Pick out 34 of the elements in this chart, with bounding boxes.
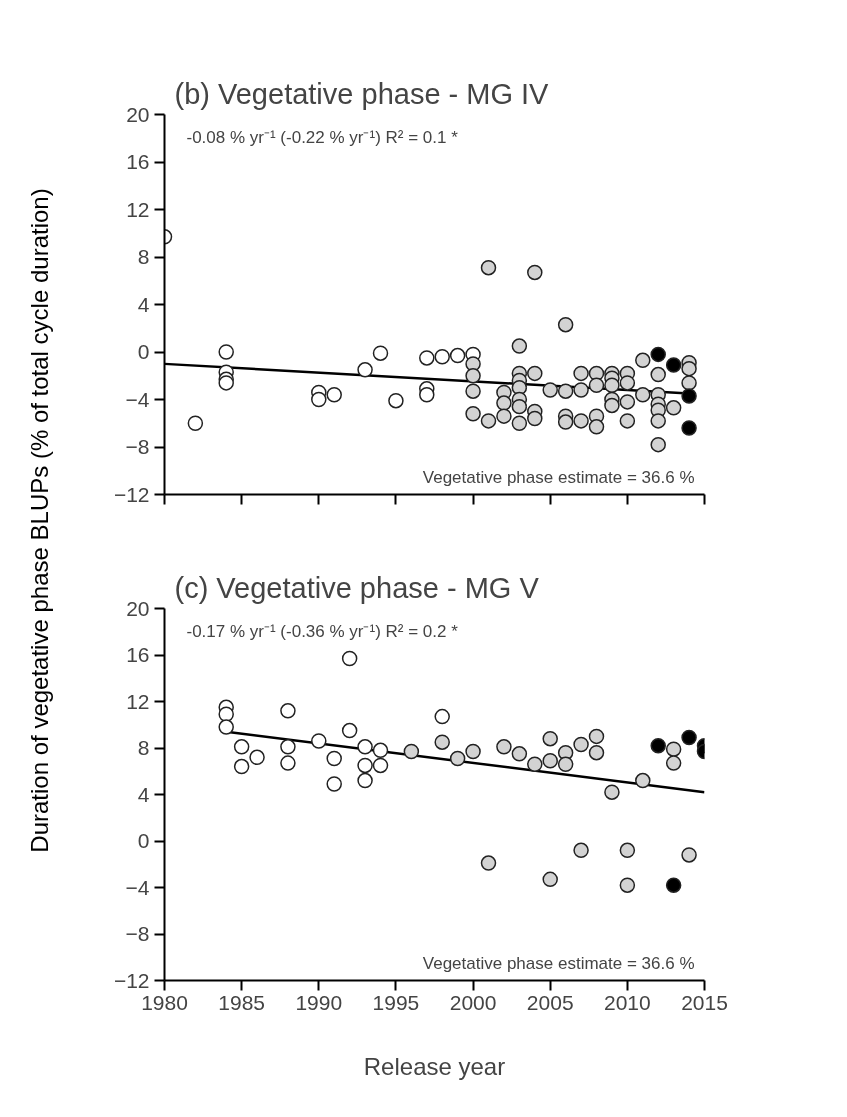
y-tick-label: −4 bbox=[125, 875, 150, 899]
chart-title: (b) Vegetative phase - MG IV bbox=[174, 77, 550, 110]
y-tick-label: 12 bbox=[126, 197, 150, 221]
y-tick-label: 16 bbox=[126, 150, 150, 173]
annotation: Vegetative phase estimate = 36.6 % bbox=[422, 953, 695, 973]
y-tick-label: 4 bbox=[137, 782, 150, 806]
y-tick-label: 16 bbox=[126, 643, 150, 666]
x-tick-label: 2015 bbox=[681, 990, 728, 1014]
y-tick-label: 8 bbox=[137, 736, 150, 759]
annotation: Vegetative phase estimate = 36.6 % bbox=[422, 467, 695, 487]
y-tick-label: 0 bbox=[137, 829, 150, 852]
y-tick-label: 0 bbox=[137, 340, 150, 363]
y-tick-label: −8 bbox=[125, 435, 150, 458]
y-tick-label: 8 bbox=[137, 245, 150, 268]
x-tick-label: 1985 bbox=[218, 990, 265, 1014]
x-tick-label: 1990 bbox=[295, 990, 343, 1014]
y-tick-label: 20 bbox=[126, 596, 150, 620]
y-tick-label: −12 bbox=[113, 482, 150, 506]
y-tick-label: −8 bbox=[125, 922, 150, 945]
y-tick-label: 20 bbox=[126, 102, 150, 126]
x-tick-label: 2000 bbox=[449, 990, 497, 1014]
y-axis-title: Duration of vegetative phase BLUPs (% of total cycle duration) bbox=[25, 188, 53, 853]
x-tick-label: 2005 bbox=[526, 990, 574, 1014]
y-tick-label: −12 bbox=[113, 968, 150, 992]
annotation: -0.08 % yr⁻¹ (-0.22 % yr⁻¹) R² = 0.1 * bbox=[186, 127, 459, 147]
y-tick-label: 4 bbox=[137, 292, 150, 316]
y-tick-label: −4 bbox=[125, 387, 150, 411]
annotation: -0.17 % yr⁻¹ (-0.36 % yr⁻¹) R² = 0.2 * bbox=[186, 621, 459, 641]
x-tick-label: 2010 bbox=[604, 990, 651, 1014]
x-tick-label: 1980 bbox=[141, 990, 188, 1014]
y-tick-label: 12 bbox=[126, 689, 150, 713]
x-axis-title: Release year bbox=[363, 1052, 506, 1080]
x-tick-label: 1995 bbox=[372, 990, 420, 1014]
chart-title: (c) Vegetative phase - MG V bbox=[174, 571, 540, 604]
